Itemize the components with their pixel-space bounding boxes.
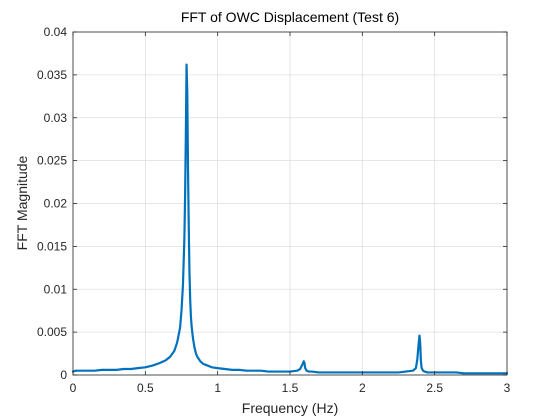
x-tick-label: 0 [70, 381, 77, 395]
series-group [71, 63, 509, 375]
y-tick-label: 0.005 [37, 325, 67, 339]
y-tick-label: 0.01 [44, 282, 68, 296]
y-tick-label: 0.025 [37, 154, 67, 168]
y-tick-labels: 0 0.005 0.01 0.015 0.02 0.025 0.03 0.035 0.04 [37, 25, 67, 382]
x-tick-labels: 0 0.5 1 1.5 2 2.5 3 [70, 381, 511, 395]
x-tick-label: 3 [504, 381, 511, 395]
y-tick-label: 0.02 [44, 197, 68, 211]
x-tick-label: 1 [214, 381, 221, 395]
tick-marks [72, 31, 508, 376]
y-tick-label: 0.04 [44, 25, 68, 39]
x-tick-label: 0.5 [137, 381, 154, 395]
x-tick-label: 2 [359, 381, 366, 395]
x-tick-label: 2.5 [426, 381, 443, 395]
x-axis-label: Frequency (Hz) [242, 400, 338, 416]
y-tick-label: 0 [60, 368, 67, 382]
chart-title: FFT of OWC Displacement (Test 6) [181, 9, 399, 25]
y-tick-label: 0.015 [37, 239, 67, 253]
x-tick-label: 1.5 [282, 381, 299, 395]
y-tick-label: 0.03 [44, 111, 68, 125]
y-axis-label: FFT Magnitude [14, 155, 30, 250]
y-tick-label: 0.035 [37, 68, 67, 82]
fft-series-line [71, 63, 509, 375]
